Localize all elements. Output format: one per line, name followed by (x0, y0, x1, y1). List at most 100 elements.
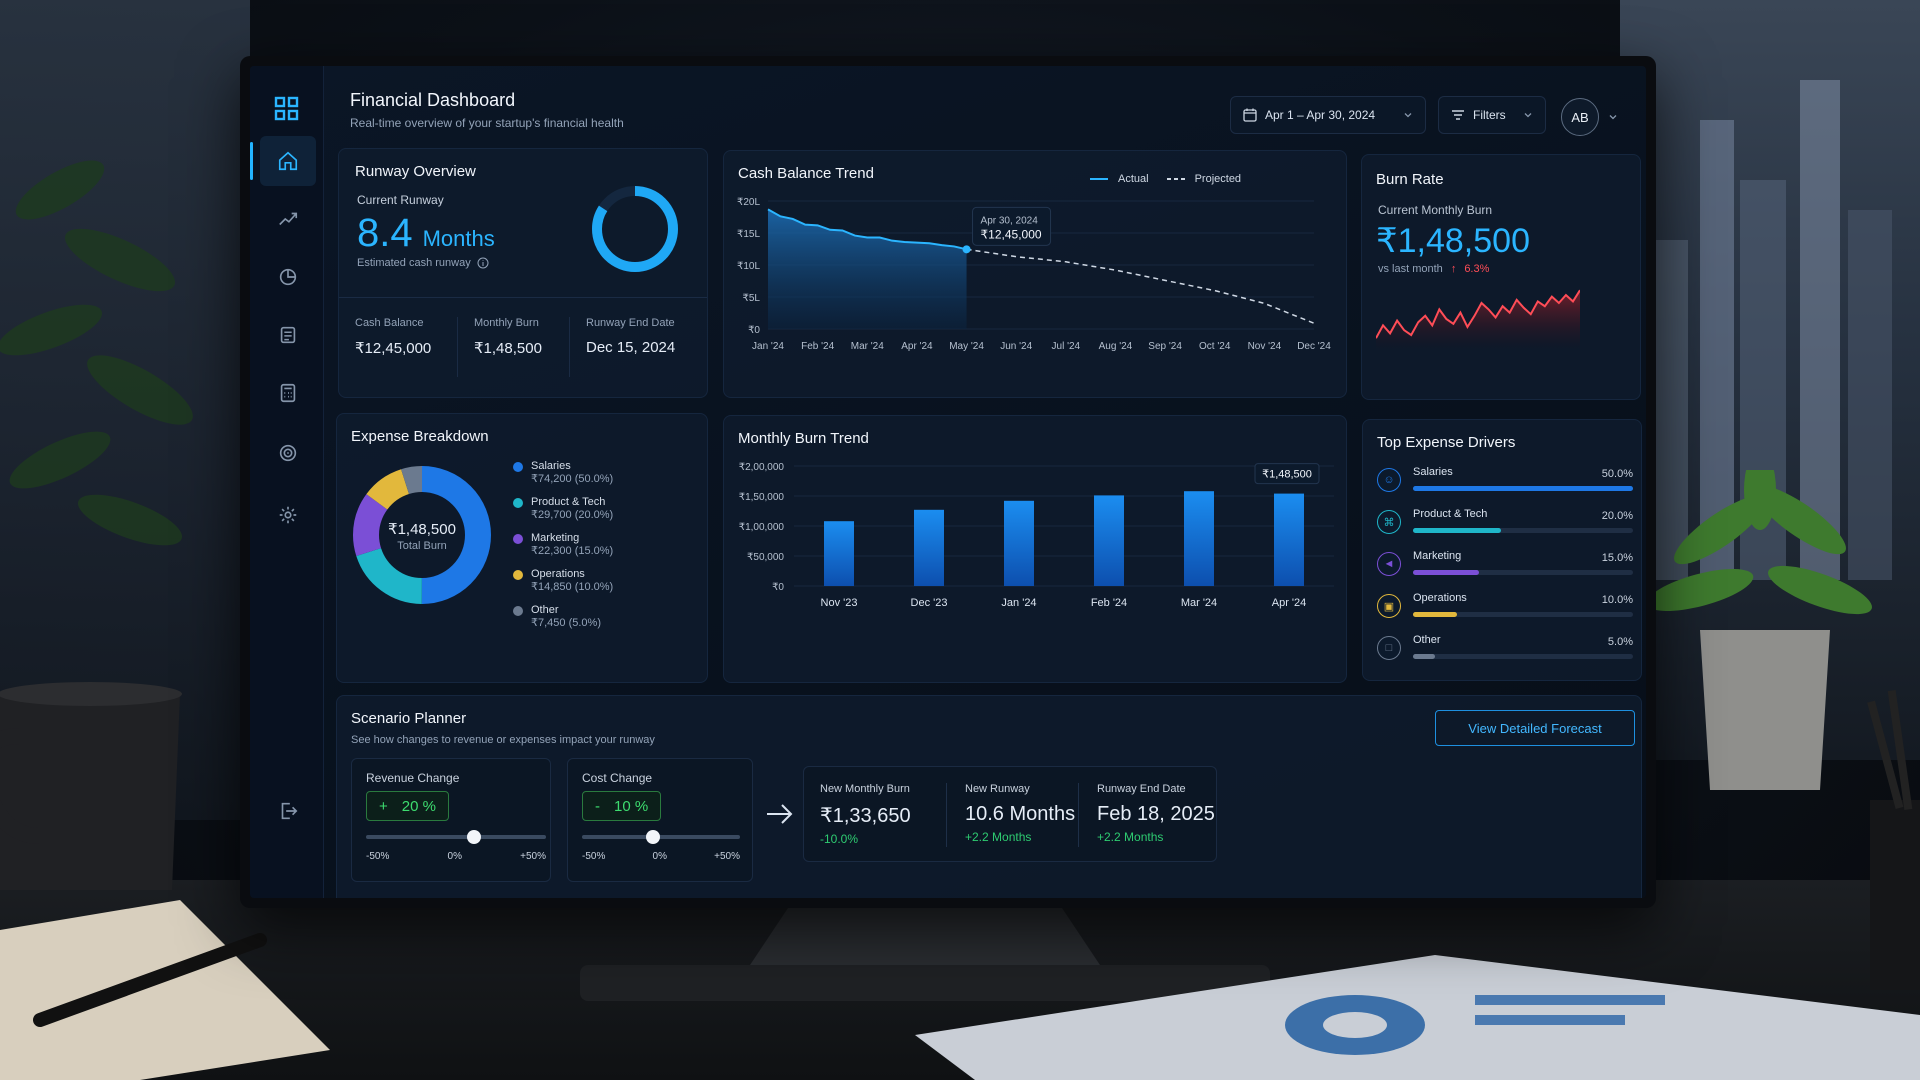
card-title: Top Expense Drivers (1377, 434, 1516, 451)
filters-label: Filters (1473, 108, 1506, 122)
x-tick-label: Mar '24 (1181, 597, 1217, 609)
monitor: Financial Dashboard Real-time overview o… (240, 56, 1656, 908)
legend-name: Product & Tech (531, 496, 606, 508)
bar[interactable] (914, 509, 944, 586)
minus-icon[interactable]: - (595, 797, 600, 815)
grid-logo-icon[interactable] (274, 96, 300, 122)
view-forecast-button[interactable]: View Detailed Forecast (1435, 710, 1635, 746)
legend-name: Marketing (531, 532, 580, 544)
donut-slice-other[interactable] (353, 466, 491, 604)
date-range-label: Apr 1 – Apr 30, 2024 (1265, 108, 1376, 122)
runway-unit: Months (422, 226, 495, 251)
slider-scale: -50% 0% +50% (366, 851, 546, 862)
driver-bar-fill (1413, 486, 1633, 491)
desk-papers (915, 955, 1920, 1080)
cost-change-stepper[interactable]: - 10 % (582, 791, 662, 821)
driver-row[interactable]: ⌘ Product & Tech 20.0% (1377, 504, 1633, 546)
person-icon: ☺ (1377, 468, 1401, 492)
logout-button[interactable] (260, 786, 316, 836)
card-title: Scenario Planner (351, 710, 467, 727)
x-tick-label: Sep '24 (1148, 341, 1182, 352)
x-tick-label: Mar '24 (851, 341, 884, 352)
monthly-burn-trend-card: Monthly Burn Trend ₹0 ₹50,000 ₹1,00,000 ₹1,… (723, 415, 1347, 683)
pen-cup (1867, 690, 1920, 990)
burn-rate-label: Current Monthly Burn (1378, 203, 1493, 217)
target-icon (279, 444, 297, 462)
cost-change-label: Cost Change (582, 771, 653, 785)
runway-note: Estimated cash runway (357, 257, 471, 269)
info-icon[interactable] (477, 257, 489, 269)
sidebar-item-reports[interactable] (260, 252, 316, 302)
card-title: Burn Rate (1376, 171, 1444, 188)
legend-detail: ₹14,850 (10.0%) (531, 581, 614, 593)
x-tick-label: Nov '24 (1248, 341, 1282, 352)
x-tick-label: Oct '24 (1199, 341, 1231, 352)
revenue-change-label: Revenue Change (366, 771, 460, 785)
y-tick-label: ₹20L (737, 197, 760, 208)
sidebar-item-trends[interactable] (260, 194, 316, 244)
driver-row[interactable]: □ Other 5.0% (1377, 630, 1633, 672)
scale-max: +50% (714, 851, 740, 862)
chart-tooltip: Apr 30, 2024₹12,45,000 (972, 206, 1052, 246)
bar[interactable] (1094, 495, 1124, 586)
current-point[interactable] (962, 245, 971, 254)
x-tick-label: Nov '23 (821, 597, 858, 609)
expense-legend: Salaries ₹74,200 (50.0%) Product & Tech ₹2… (513, 460, 613, 640)
actual-area (768, 209, 967, 329)
legend-dot (513, 534, 523, 544)
bar[interactable] (1274, 493, 1304, 586)
legend-dot (513, 570, 523, 580)
legend-dot (513, 606, 523, 616)
driver-name: Other (1413, 634, 1441, 646)
stat-value: Dec 15, 2024 (586, 339, 676, 356)
drivers-list: ☺ Salaries 50.0% ⌘ Product & Tech 20.0% ◄ Marke… (1377, 462, 1633, 672)
filter-icon (1452, 110, 1464, 120)
cost-slider-knob[interactable] (646, 830, 661, 844)
driver-percent: 10.0% (1601, 594, 1633, 606)
sidebar-item-documents[interactable] (260, 310, 316, 360)
legend-detail: ₹29,700 (20.0%) (531, 509, 614, 521)
top-expense-drivers-card: Top Expense Drivers ☺ Salaries 50.0% ⌘ Produ… (1362, 419, 1642, 681)
legend-item: Marketing ₹22,300 (15.0%) (513, 532, 613, 568)
chevron-down-icon[interactable] (1608, 112, 1618, 122)
revenue-slider-knob[interactable] (467, 830, 481, 844)
legend-actual-swatch (1090, 178, 1108, 180)
bar[interactable] (824, 521, 854, 586)
driver-row[interactable]: ☺ Salaries 50.0% (1377, 462, 1633, 504)
briefcase-icon: ▣ (1377, 594, 1401, 618)
arrow-right-icon (767, 804, 793, 824)
driver-name: Product & Tech (1413, 508, 1488, 520)
driver-row[interactable]: ◄ Marketing 15.0% (1377, 546, 1633, 588)
donut-slice-marketing[interactable] (353, 466, 491, 604)
driver-bar-fill (1413, 570, 1479, 575)
x-tick-label: Aug '24 (1099, 341, 1133, 352)
driver-row[interactable]: ▣ Operations 10.0% (1377, 588, 1633, 630)
cost-slider-track[interactable] (582, 835, 740, 839)
driver-bar-track (1413, 486, 1633, 491)
sidebar-item-calculator[interactable] (260, 368, 316, 418)
bar[interactable] (1004, 500, 1034, 586)
card-title: Monthly Burn Trend (738, 430, 869, 447)
megaphone-icon: ◄ (1377, 552, 1401, 576)
result-label: Runway End Date (1097, 783, 1186, 795)
stat-label: Runway End Date (586, 317, 675, 329)
date-range-picker[interactable]: Apr 1 – Apr 30, 2024 (1230, 96, 1426, 134)
user-avatar[interactable]: AB (1561, 98, 1599, 136)
x-tick-label: Dec '24 (1297, 341, 1331, 352)
stat-label: Monthly Burn (474, 317, 539, 329)
revenue-slider-track[interactable] (366, 835, 546, 839)
sidebar-item-goals[interactable] (260, 428, 316, 478)
bar[interactable] (1184, 491, 1214, 586)
sidebar-item-settings[interactable] (260, 490, 316, 540)
chevron-down-icon (1524, 113, 1532, 118)
legend-projected-swatch (1166, 178, 1185, 180)
revenue-change-stepper[interactable]: + 20 % (366, 791, 449, 821)
plus-icon[interactable]: + (379, 797, 388, 815)
y-tick-label: ₹1,00,000 (739, 522, 785, 533)
sidebar-item-home[interactable] (250, 136, 316, 186)
monthly-burn-chart: ₹0 ₹50,000 ₹1,00,000 ₹1,50,000 ₹2,00,000 Nov … (739, 462, 1334, 609)
filters-button[interactable]: Filters (1438, 96, 1546, 134)
runway-end-date-stat: Runway End Date Dec 15, 2024 (569, 317, 675, 377)
driver-bar-fill (1413, 654, 1435, 659)
donut-center-label: Total Burn (397, 540, 447, 552)
